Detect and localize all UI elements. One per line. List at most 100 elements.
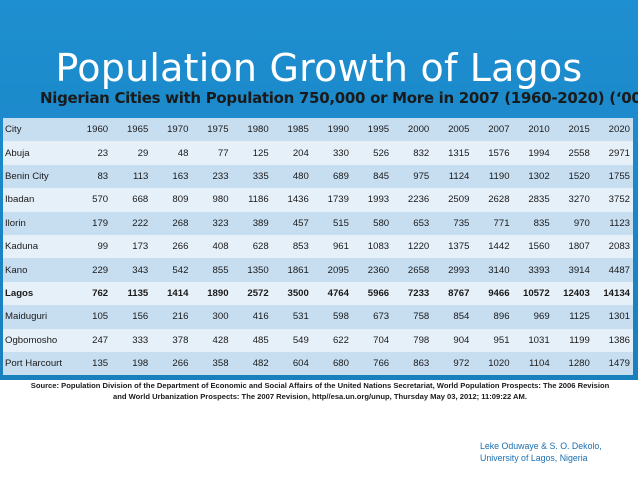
population-cell: 1123 bbox=[609, 217, 630, 229]
credit-line-1: Leke Oduwaye & S. O. Dekolo, bbox=[480, 441, 602, 451]
population-cell: 2971 bbox=[608, 147, 630, 159]
city-name-cell: Maiduguri bbox=[5, 311, 48, 323]
table-row: Maiduguri 105 156 216 300 416 531 598 673 758 854 8… bbox=[3, 305, 633, 329]
population-cell: 485 bbox=[252, 334, 269, 346]
population-cell: 975 bbox=[413, 170, 430, 182]
population-cell: 762 bbox=[92, 287, 109, 299]
author-credit: Leke Oduwaye & S. O. Dekolo, University … bbox=[480, 440, 630, 464]
population-cell: 673 bbox=[373, 311, 390, 323]
population-cell: 3270 bbox=[568, 194, 590, 206]
population-cell: 378 bbox=[172, 334, 189, 346]
city-name-cell: Kano bbox=[5, 264, 28, 276]
population-cell: 854 bbox=[453, 311, 470, 323]
population-cell: 628 bbox=[252, 241, 269, 253]
population-cell: 3752 bbox=[608, 194, 630, 206]
population-cell: 1520 bbox=[568, 170, 590, 182]
population-cell: 1083 bbox=[367, 241, 390, 253]
population-cell: 758 bbox=[413, 311, 430, 323]
population-cell: 173 bbox=[132, 241, 149, 253]
source-line-2: and World Urbanization Prospects: The 20… bbox=[113, 392, 527, 401]
population-cell: 48 bbox=[177, 147, 189, 159]
table-row: Kano 229 343 542 855 1350 1861 2095 2360 2658 2993… bbox=[3, 258, 633, 282]
population-cell: 266 bbox=[172, 358, 189, 370]
population-cell: 570 bbox=[92, 194, 109, 206]
population-cell: 604 bbox=[292, 358, 309, 370]
population-cell: 105 bbox=[92, 311, 109, 323]
population-cell: 343 bbox=[132, 264, 149, 276]
population-cell: 204 bbox=[292, 147, 309, 159]
header-year: 2000 bbox=[407, 124, 430, 136]
population-cell: 323 bbox=[212, 217, 229, 229]
population-cell: 735 bbox=[453, 217, 470, 229]
header-year: 1960 bbox=[86, 124, 109, 136]
city-name-cell: Benin City bbox=[5, 170, 49, 182]
city-name-cell: Abuja bbox=[5, 147, 30, 159]
header-year: 1965 bbox=[126, 124, 149, 136]
population-cell: 198 bbox=[132, 358, 149, 370]
population-cell: 855 bbox=[212, 264, 229, 276]
population-cell: 1124 bbox=[448, 170, 470, 182]
header-year: 2005 bbox=[448, 124, 470, 136]
population-cell: 809 bbox=[172, 194, 189, 206]
population-cell: 1302 bbox=[528, 170, 550, 182]
population-cell: 771 bbox=[493, 217, 510, 229]
population-cell: 23 bbox=[97, 147, 109, 159]
population-cell: 99 bbox=[97, 241, 109, 253]
population-cell: 1442 bbox=[488, 241, 510, 253]
population-cell: 389 bbox=[252, 217, 269, 229]
population-cell: 216 bbox=[172, 311, 189, 323]
population-cell: 163 bbox=[172, 170, 189, 182]
population-cell: 980 bbox=[212, 194, 229, 206]
population-cell: 766 bbox=[373, 358, 390, 370]
population-cell: 14134 bbox=[603, 287, 630, 299]
title-band bbox=[0, 0, 638, 380]
population-cell: 179 bbox=[92, 217, 109, 229]
population-cell: 333 bbox=[132, 334, 149, 346]
table-caption: Nigerian Cities with Population 750,000 … bbox=[40, 89, 638, 107]
population-cell: 580 bbox=[373, 217, 390, 229]
population-cell: 2095 bbox=[327, 264, 349, 276]
population-cell: 1479 bbox=[608, 358, 630, 370]
population-cell: 358 bbox=[212, 358, 229, 370]
population-cell: 1020 bbox=[488, 358, 510, 370]
population-cell: 233 bbox=[212, 170, 229, 182]
population-cell: 598 bbox=[332, 311, 349, 323]
population-cell: 1220 bbox=[407, 241, 430, 253]
population-cell: 1386 bbox=[608, 334, 630, 346]
population-cell: 300 bbox=[212, 311, 229, 323]
population-cell: 2993 bbox=[448, 264, 470, 276]
city-name-cell: Kaduna bbox=[5, 241, 39, 253]
population-cell: 1135 bbox=[127, 287, 149, 299]
population-cell: 1576 bbox=[488, 147, 510, 159]
population-cell: 3393 bbox=[528, 264, 550, 276]
population-cell: 2628 bbox=[488, 194, 510, 206]
population-cell: 832 bbox=[413, 147, 430, 159]
population-cell: 156 bbox=[132, 311, 149, 323]
table-row: Ilorin 179 222 268 323 389 457 515 580 653 735 771 8… bbox=[3, 211, 633, 235]
population-cell: 2558 bbox=[568, 147, 590, 159]
population-cell: 1755 bbox=[608, 170, 630, 182]
population-cell: 457 bbox=[292, 217, 309, 229]
population-cell: 12403 bbox=[563, 287, 590, 299]
city-name-cell: Lagos bbox=[5, 287, 34, 299]
population-cell: 1190 bbox=[488, 170, 510, 182]
population-cell: 268 bbox=[172, 217, 189, 229]
population-cell: 961 bbox=[332, 241, 349, 253]
population-cell: 896 bbox=[493, 311, 510, 323]
table-row: Ogbomosho 247 333 378 428 485 549 622 704 798 904 9… bbox=[3, 328, 633, 352]
header-year: 1990 bbox=[327, 124, 349, 136]
population-cell: 5966 bbox=[367, 287, 390, 299]
population-cell: 482 bbox=[252, 358, 269, 370]
population-cell: 1375 bbox=[448, 241, 470, 253]
population-cell: 1414 bbox=[167, 287, 189, 299]
table-row: Benin City 83 113 163 233 335 480 689 845 975 1124… bbox=[3, 164, 633, 189]
population-cell: 3140 bbox=[488, 264, 510, 276]
source-note: Source: Population Division of the Depar… bbox=[30, 380, 610, 402]
population-cell: 1890 bbox=[207, 287, 229, 299]
population-cell: 863 bbox=[413, 358, 430, 370]
table-header-row: City 1960 1965 1970 1975 1980 1985 1990 1995 2000… bbox=[3, 118, 633, 142]
population-cell: 2835 bbox=[528, 194, 550, 206]
city-name-cell: Ogbomosho bbox=[5, 334, 58, 346]
population-cell: 1301 bbox=[608, 311, 630, 323]
